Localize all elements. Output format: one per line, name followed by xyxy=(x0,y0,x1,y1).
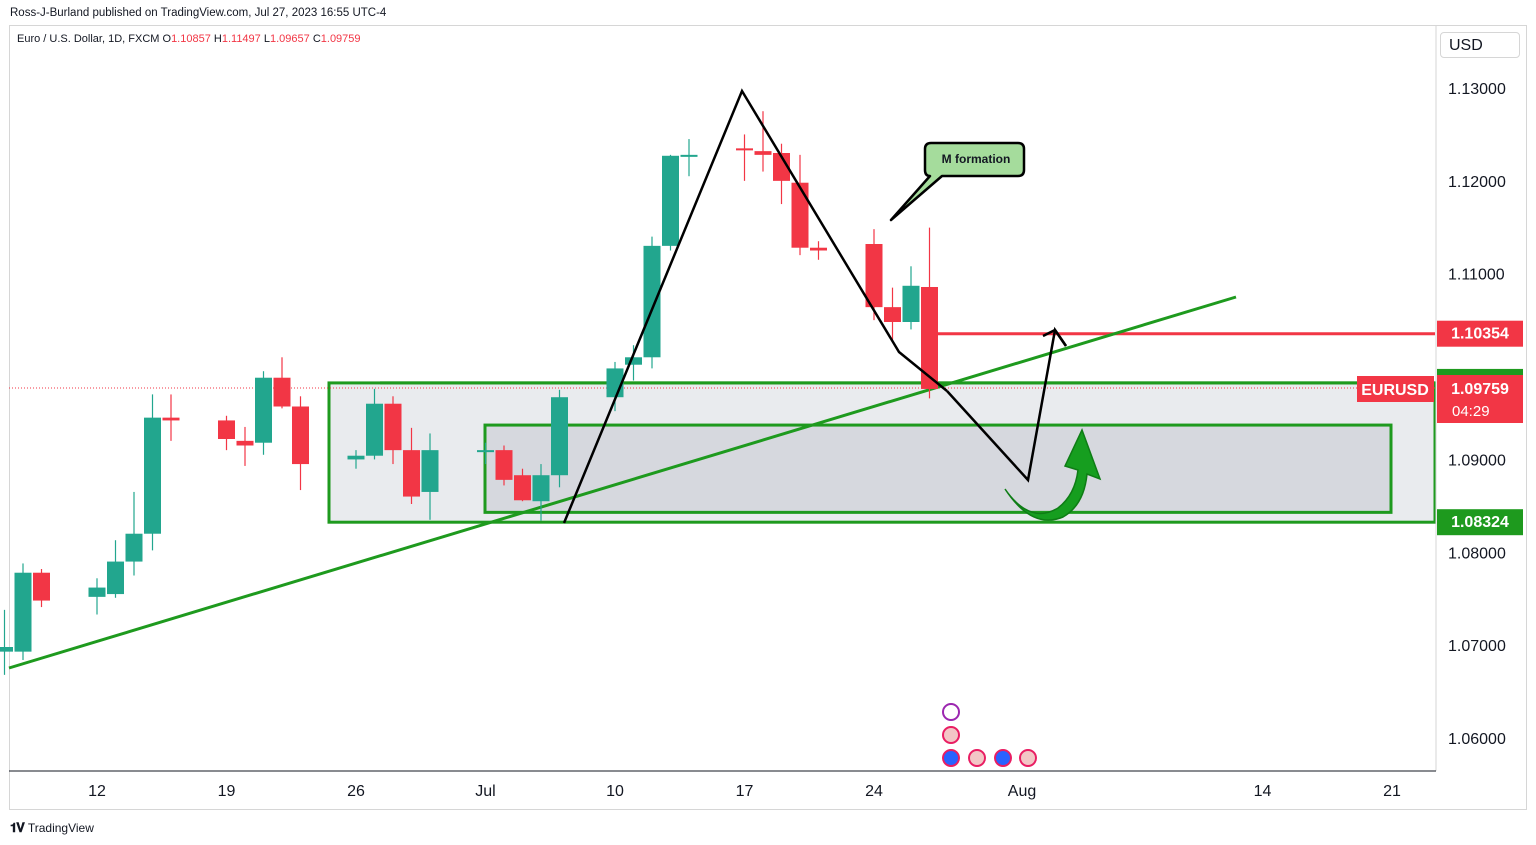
low-value: 1.09657 xyxy=(269,33,310,45)
countdown-value: 04:29 xyxy=(1452,403,1490,420)
low-label: L xyxy=(263,33,270,45)
symbol-label: EURUSD xyxy=(1361,382,1429,399)
support-zone-inner-box xyxy=(483,423,1393,514)
lightning-event-icon xyxy=(942,703,960,721)
candle-body xyxy=(477,450,494,453)
us-flag-event-icon xyxy=(1019,749,1037,767)
red-level-value: 1.10354 xyxy=(1451,326,1509,343)
price-axis-tick: 1.09000 xyxy=(1448,452,1506,469)
publisher-line: Ross-J-Burland published on TradingView.… xyxy=(10,7,387,19)
candle-body xyxy=(754,151,772,155)
price-axis-tick: 1.12000 xyxy=(1448,174,1506,191)
high-label: H xyxy=(213,33,222,45)
candle-body xyxy=(403,450,420,497)
candle-body xyxy=(125,533,143,562)
last-price-tag xyxy=(1437,375,1523,423)
candle-body xyxy=(643,245,661,358)
tradingview-logo-icon: 𝟏𝐕 xyxy=(10,820,25,835)
candle-body xyxy=(88,587,106,597)
currency-button[interactable]: USD xyxy=(1440,32,1520,58)
ohlc-legend: Euro / U.S. Dollar, 1D, FXCM O1.10857 H1… xyxy=(17,33,361,45)
candle-body xyxy=(791,182,809,248)
high-value: 1.11497 xyxy=(221,33,261,45)
candle-body xyxy=(810,247,827,251)
candle-body xyxy=(921,286,938,389)
m-formation-callout-bubble xyxy=(889,141,1026,222)
candle-body xyxy=(736,148,753,151)
candle-body xyxy=(144,417,161,534)
symbol-tag xyxy=(1357,376,1434,402)
candle-body xyxy=(162,417,180,421)
candle-body xyxy=(255,377,272,443)
time-axis-tick: Aug xyxy=(1008,783,1036,800)
time-axis-tick: 14 xyxy=(1254,783,1272,800)
candle-body xyxy=(0,647,13,652)
time-axis-tick: 12 xyxy=(88,783,106,800)
candle-body xyxy=(865,244,883,308)
candle-body xyxy=(292,406,309,465)
red-level-tag xyxy=(1437,320,1523,347)
candle-body xyxy=(14,572,32,652)
time-axis-tick: 24 xyxy=(865,783,883,800)
candle-body xyxy=(347,455,365,460)
last-price-value: 1.09759 xyxy=(1451,381,1509,398)
candle-body xyxy=(236,440,254,446)
us-flag-event-icon xyxy=(968,749,986,767)
candle-body xyxy=(662,155,679,246)
candle-body xyxy=(495,450,513,480)
candle-body xyxy=(514,475,531,501)
green-lower-value: 1.08324 xyxy=(1451,514,1509,531)
footer-brand: 𝟏𝐕 TradingView xyxy=(10,820,94,836)
m-formation-path xyxy=(562,88,948,524)
ascending-trendline xyxy=(8,295,1237,670)
open-label: O xyxy=(162,33,172,45)
projection-arrowhead xyxy=(1042,328,1068,347)
footer-brand-name: TradingView xyxy=(27,821,94,835)
green-lower-tag xyxy=(1437,509,1523,536)
candle-body xyxy=(902,285,920,322)
time-axis-tick: Jul xyxy=(475,783,495,800)
candle-body xyxy=(532,475,550,502)
candle-body xyxy=(773,153,790,181)
candle-body xyxy=(33,572,50,601)
time-axis-tick: 10 xyxy=(606,783,624,800)
price-axis-tick: 1.08000 xyxy=(1448,545,1506,562)
candle-body xyxy=(421,450,439,492)
price-axis-tick: 1.06000 xyxy=(1448,731,1506,748)
eu-flag-event-icon xyxy=(942,749,960,767)
instrument-name[interactable]: Euro / U.S. Dollar, 1D, FXCM xyxy=(17,33,160,45)
candle-body xyxy=(218,420,235,439)
candle-body xyxy=(384,403,402,451)
close-value: 1.09759 xyxy=(320,33,361,45)
bounce-arrow-icon xyxy=(1004,428,1102,521)
us-flag-event-icon xyxy=(942,726,960,744)
close-label: C xyxy=(312,33,321,45)
candle-body xyxy=(107,561,124,595)
candle-body xyxy=(884,307,901,322)
price-axis-tick: 1.07000 xyxy=(1448,638,1506,655)
time-axis-tick: 17 xyxy=(736,783,754,800)
candle-body xyxy=(366,403,383,456)
price-axis-tick: 1.13000 xyxy=(1448,81,1506,98)
eu-flag-event-icon xyxy=(994,749,1012,767)
open-value: 1.10857 xyxy=(171,33,211,45)
time-axis-tick: 21 xyxy=(1383,783,1401,800)
candle-body xyxy=(273,377,291,407)
candle-body xyxy=(551,397,568,476)
time-axis-tick: 19 xyxy=(218,783,236,800)
candle-body xyxy=(625,357,642,365)
price-axis-tick: 1.11000 xyxy=(1448,267,1505,284)
m-formation-callout-text: M formation xyxy=(942,152,1011,166)
time-axis-tick: 26 xyxy=(347,783,365,800)
candle-body xyxy=(680,154,698,157)
